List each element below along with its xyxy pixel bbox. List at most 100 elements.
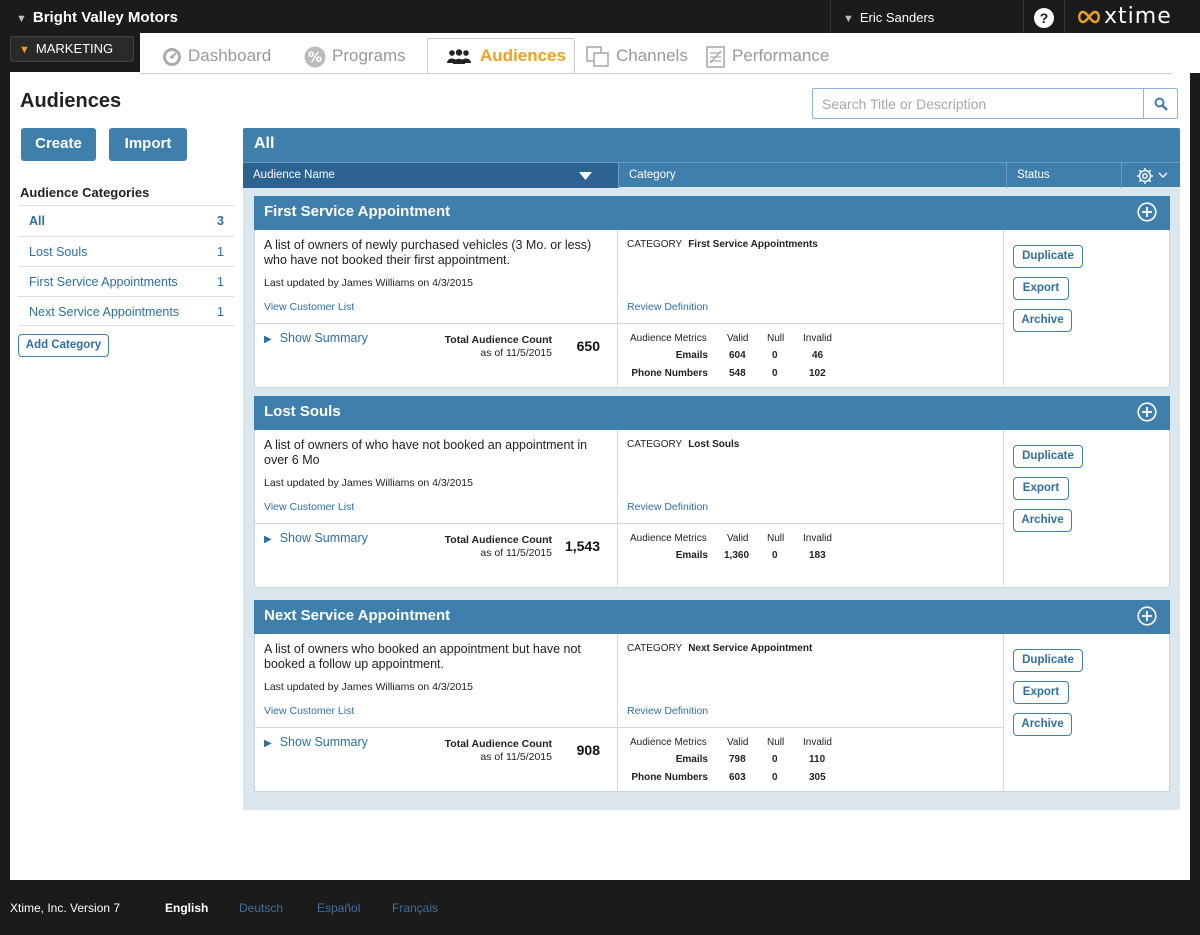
svg-text:%: %: [308, 50, 322, 66]
category-count: 1: [217, 305, 224, 319]
categories-title: Audience Categories: [20, 185, 150, 200]
language-deutsch[interactable]: Deutsch: [239, 901, 284, 915]
tab-programs[interactable]: % Programs: [304, 38, 406, 74]
language-english[interactable]: English: [165, 901, 209, 915]
gear-icon: [1137, 168, 1153, 184]
metrics-invalid-header: Invalid: [803, 533, 832, 544]
view-customer-list-link[interactable]: View Customer List: [264, 705, 355, 717]
xtime-logo-icon: [1078, 10, 1100, 24]
list-heading: All: [243, 128, 1180, 162]
archive-button[interactable]: Archive: [1013, 713, 1072, 736]
search-icon: [1154, 97, 1168, 111]
duplicate-button[interactable]: Duplicate: [1013, 445, 1083, 468]
category-prefix: CATEGORY: [627, 439, 683, 450]
column-divider: [1003, 430, 1004, 587]
review-definition-link[interactable]: Review Definition: [627, 301, 709, 313]
tab-label: Performance: [732, 46, 830, 65]
row-divider: [255, 523, 1004, 524]
metrics-null-header: Null: [767, 333, 785, 344]
create-button[interactable]: Create: [21, 128, 96, 161]
show-summary-label: Show Summary: [279, 331, 368, 345]
category-field: CATEGORY First Service Appointments: [627, 239, 818, 250]
audience-card-header[interactable]: First Service Appointment: [254, 196, 1170, 230]
column-divider: [1003, 634, 1004, 791]
archive-button[interactable]: Archive: [1013, 509, 1072, 532]
review-definition-link[interactable]: Review Definition: [627, 501, 709, 513]
metrics-title: Audience Metrics: [630, 333, 707, 344]
column-header-name[interactable]: Audience Name: [243, 163, 618, 188]
category-item-next-service[interactable]: Next Service Appointments 1: [18, 296, 234, 326]
column-divider: [1003, 230, 1004, 387]
total-count-value: 908: [576, 742, 600, 758]
metric-label: Emails: [675, 754, 708, 765]
audience-card-header[interactable]: Next Service Appointment: [254, 600, 1170, 634]
caret-right-icon: ▶: [264, 534, 272, 545]
import-button[interactable]: Import: [109, 128, 187, 161]
help-icon[interactable]: ?: [1034, 8, 1054, 28]
category-count: 3: [217, 214, 224, 228]
dealer-selector[interactable]: ▼ Bright Valley Motors: [16, 0, 178, 36]
view-customer-list-link[interactable]: View Customer List: [264, 301, 355, 313]
export-button[interactable]: Export: [1013, 477, 1069, 500]
tab-divider: [140, 73, 1172, 74]
review-definition-link[interactable]: Review Definition: [627, 705, 709, 717]
caret-right-icon: ▶: [264, 334, 272, 345]
view-customer-list-link[interactable]: View Customer List: [264, 501, 355, 513]
search-input[interactable]: [813, 89, 1143, 118]
channels-icon: [586, 45, 609, 67]
search-button[interactable]: [1143, 89, 1177, 118]
metrics-valid-header: Valid: [727, 333, 749, 344]
export-button[interactable]: Export: [1013, 277, 1069, 300]
tab-channels[interactable]: Channels: [586, 38, 688, 74]
category-prefix: CATEGORY: [627, 643, 683, 654]
category-field: CATEGORY Lost Souls: [627, 439, 739, 450]
metric-invalid: 110: [809, 754, 826, 765]
category-count: 1: [217, 275, 224, 289]
tab-label: Channels: [616, 46, 688, 65]
top-bar: ▼ Bright Valley Motors ▼ Eric Sanders ? xt…: [0, 0, 1200, 36]
audience-card-header[interactable]: Lost Souls: [254, 396, 1170, 430]
archive-button[interactable]: Archive: [1013, 309, 1072, 332]
export-button[interactable]: Export: [1013, 681, 1069, 704]
metric-label: Emails: [675, 550, 708, 561]
module-label: MARKETING: [35, 41, 114, 56]
total-count-label: Total Audience Count: [444, 534, 552, 546]
metric-null: 0: [772, 754, 778, 765]
language-francais[interactable]: Français: [392, 901, 439, 915]
percent-icon: %: [304, 46, 326, 68]
metric-null: 0: [772, 772, 778, 783]
metric-valid: 798: [729, 754, 746, 765]
show-summary-toggle[interactable]: ▶ Show Summary: [264, 531, 368, 545]
duplicate-button[interactable]: Duplicate: [1013, 245, 1083, 268]
user-name: Eric Sanders: [859, 10, 935, 25]
metrics-invalid-header: Invalid: [803, 737, 832, 748]
user-menu[interactable]: ▼ Eric Sanders: [830, 0, 1024, 36]
language-espanol[interactable]: Español: [317, 901, 361, 915]
category-label: All: [29, 214, 45, 228]
category-item-first-service[interactable]: First Service Appointments 1: [18, 266, 234, 296]
tab-performance[interactable]: Performance: [706, 38, 829, 74]
expand-plus-icon[interactable]: [1137, 402, 1157, 422]
category-item-lost-souls[interactable]: Lost Souls 1: [18, 236, 234, 266]
metric-invalid: 183: [809, 550, 826, 561]
module-selector[interactable]: ▼ MARKETING: [10, 36, 134, 62]
expand-plus-icon[interactable]: [1137, 606, 1157, 626]
show-summary-toggle[interactable]: ▶ Show Summary: [264, 331, 368, 345]
tab-dashboard[interactable]: Dashboard: [162, 38, 271, 74]
brand-logo-text: xtime: [1104, 4, 1172, 29]
show-summary-toggle[interactable]: ▶ Show Summary: [264, 735, 368, 749]
add-category-button[interactable]: Add Category: [18, 334, 109, 357]
metric-valid: 603: [729, 772, 746, 783]
duplicate-button[interactable]: Duplicate: [1013, 649, 1083, 672]
column-settings[interactable]: [1121, 163, 1180, 188]
expand-plus-icon[interactable]: [1137, 202, 1157, 222]
version-text: Xtime, Inc. Version 7: [10, 901, 121, 915]
total-count-label: Total Audience Count: [444, 738, 552, 750]
tab-audiences[interactable]: Audiences: [427, 38, 575, 74]
search-box: [812, 88, 1178, 119]
category-item-all[interactable]: All 3: [18, 205, 234, 235]
metrics-title: Audience Metrics: [630, 533, 707, 544]
metric-null: 0: [772, 550, 778, 561]
page-title: Audiences: [20, 90, 122, 112]
row-divider: [255, 323, 1004, 324]
